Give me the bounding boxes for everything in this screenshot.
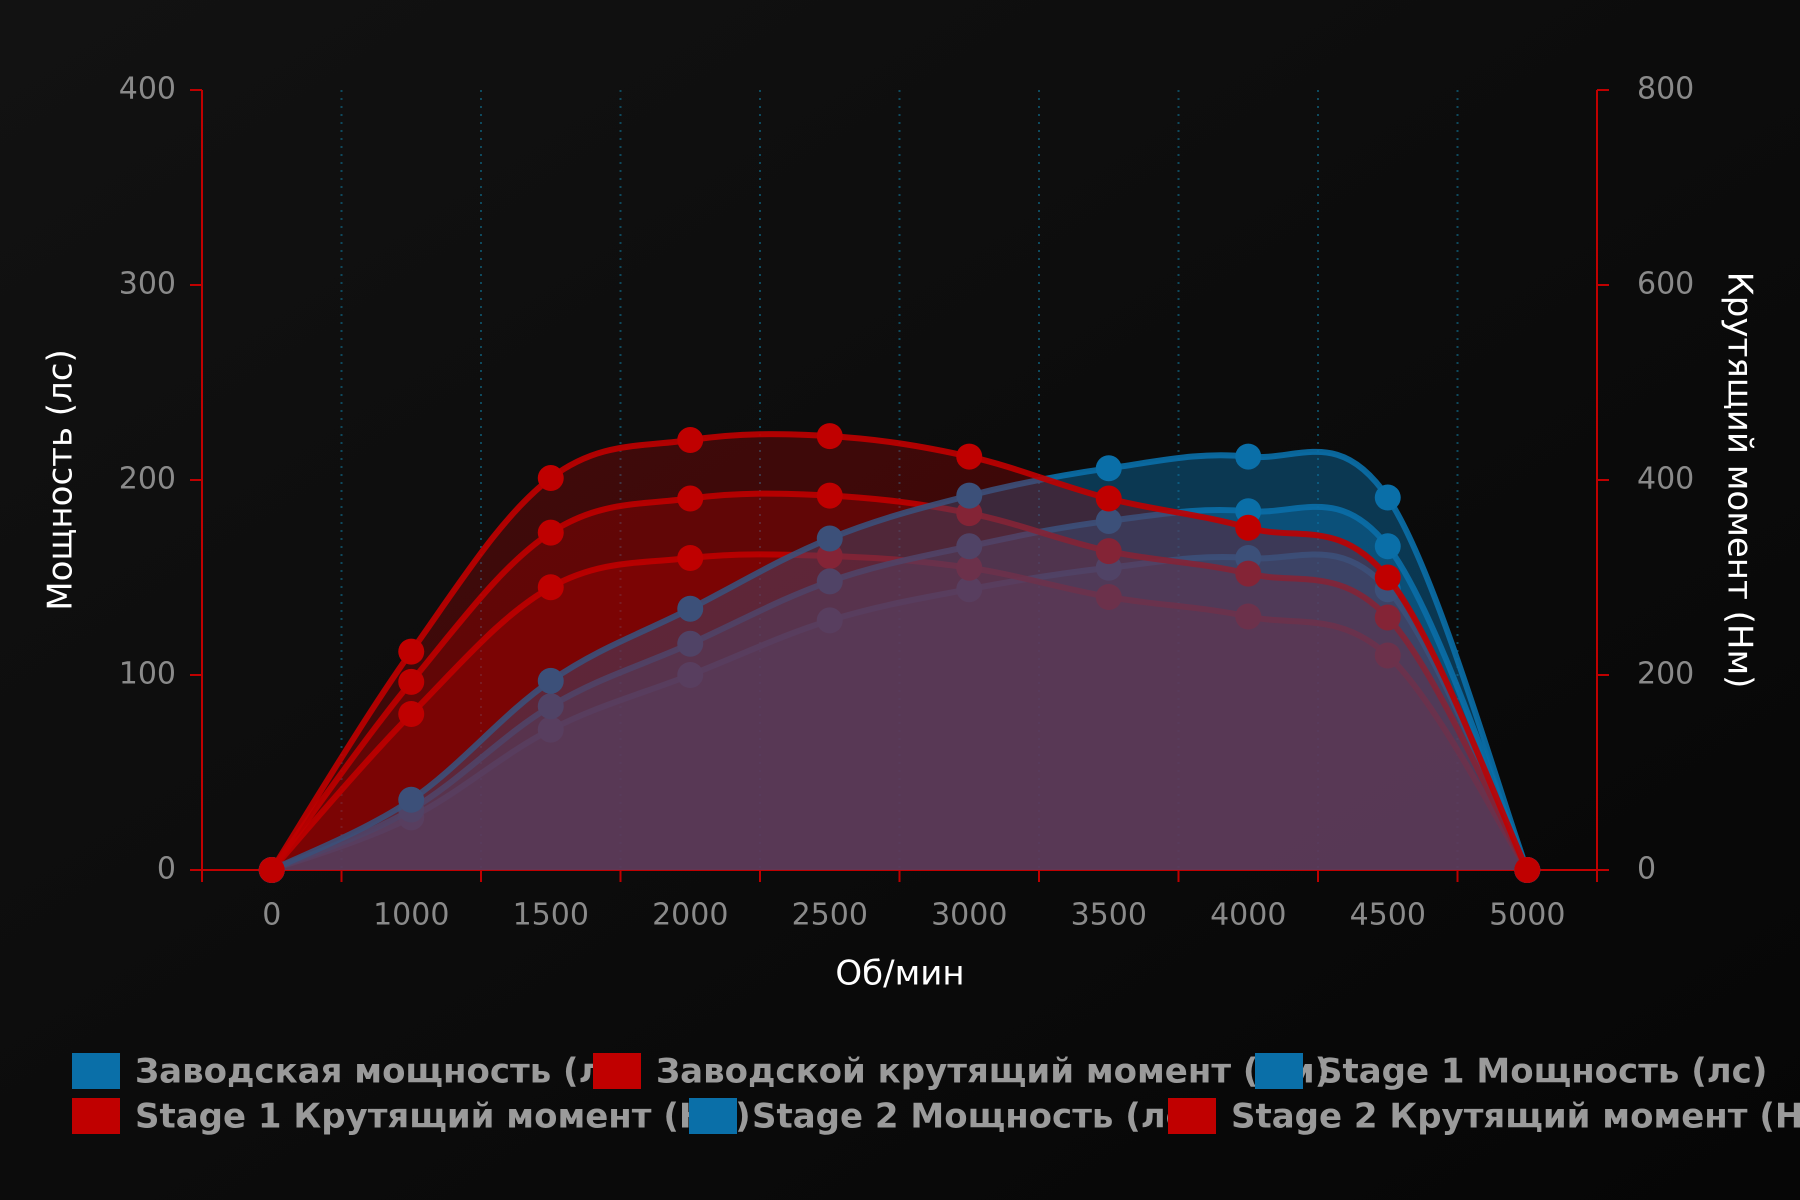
y-tick-label: 400 bbox=[119, 72, 176, 107]
point bbox=[1095, 485, 1122, 512]
y2-tick-label: 200 bbox=[1637, 657, 1694, 692]
point bbox=[537, 519, 564, 546]
legend-swatch bbox=[1255, 1053, 1303, 1089]
x-tick-label: 3000 bbox=[931, 898, 1007, 933]
x-tick-label: 2000 bbox=[652, 898, 728, 933]
point bbox=[1374, 642, 1401, 669]
point bbox=[398, 638, 425, 665]
point bbox=[677, 630, 704, 657]
point bbox=[677, 545, 704, 571]
y2-tick-label: 400 bbox=[1637, 462, 1694, 497]
x-tick-label: 2500 bbox=[792, 898, 868, 933]
legend-swatch bbox=[593, 1053, 641, 1089]
point bbox=[956, 443, 983, 470]
y-tick-label: 300 bbox=[119, 267, 176, 302]
y2-tick-label: 600 bbox=[1637, 267, 1694, 302]
point bbox=[816, 423, 843, 450]
x-axis-title: Об/мин bbox=[835, 954, 964, 994]
legend-label: Stage 1 Мощность (лс) bbox=[1318, 1052, 1767, 1092]
point bbox=[537, 716, 564, 743]
line bbox=[269, 431, 1530, 872]
x-tick-label: 1000 bbox=[373, 898, 449, 933]
point bbox=[677, 595, 704, 622]
point bbox=[537, 574, 564, 601]
point bbox=[537, 667, 564, 694]
area bbox=[271, 451, 1528, 870]
legend-label: Stage 2 Крутящий момент (Нм) bbox=[1231, 1097, 1800, 1137]
y-tick-label: 0 bbox=[157, 852, 176, 887]
point bbox=[537, 465, 564, 492]
point bbox=[1374, 564, 1401, 591]
point bbox=[1235, 443, 1262, 470]
point bbox=[398, 786, 425, 813]
y-axis-title: Мощность (лс) bbox=[41, 349, 81, 611]
point bbox=[258, 857, 285, 883]
legend-swatch bbox=[72, 1053, 120, 1089]
point bbox=[1374, 604, 1401, 631]
legend-swatch bbox=[689, 1098, 737, 1134]
x-tick-label: 3500 bbox=[1071, 898, 1147, 933]
line bbox=[270, 551, 1530, 873]
area bbox=[271, 493, 1528, 870]
point bbox=[816, 568, 843, 595]
point bbox=[677, 485, 704, 512]
point bbox=[956, 554, 983, 581]
area bbox=[271, 554, 1528, 870]
point bbox=[398, 701, 425, 727]
legend-swatch bbox=[1168, 1098, 1216, 1134]
legend-swatch bbox=[72, 1098, 120, 1134]
point bbox=[816, 525, 843, 552]
point bbox=[1235, 603, 1262, 630]
y-tick-label: 200 bbox=[119, 462, 176, 497]
x-tick-label: 4500 bbox=[1350, 898, 1426, 933]
point bbox=[816, 607, 843, 634]
legend-label: Заводской крутящий момент (Нм) bbox=[656, 1052, 1330, 1092]
y2-tick-label: 800 bbox=[1637, 72, 1694, 107]
point bbox=[956, 533, 983, 560]
legend-label: Stage 2 Мощность (лс) bbox=[752, 1097, 1201, 1137]
point bbox=[956, 576, 983, 603]
point bbox=[1514, 857, 1541, 883]
y2-tick-label: 0 bbox=[1637, 852, 1656, 887]
legend-label: Stage 1 Крутящий момент (Нм) bbox=[135, 1097, 751, 1137]
point bbox=[956, 482, 983, 509]
line bbox=[269, 490, 1530, 872]
x-tick-label: 4000 bbox=[1210, 898, 1286, 933]
x-tick-label: 5000 bbox=[1489, 898, 1565, 933]
point bbox=[1374, 484, 1401, 511]
area bbox=[271, 554, 1528, 870]
point bbox=[1095, 584, 1122, 610]
point bbox=[1095, 455, 1122, 482]
area bbox=[271, 506, 1528, 870]
point bbox=[816, 482, 843, 509]
point bbox=[537, 693, 564, 720]
legend-label: Заводская мощность (лс) bbox=[135, 1052, 639, 1092]
point bbox=[1235, 560, 1262, 587]
point bbox=[677, 427, 704, 454]
point bbox=[398, 668, 425, 695]
point bbox=[1095, 538, 1122, 565]
point bbox=[1374, 533, 1401, 560]
x-tick-label: 1500 bbox=[513, 898, 589, 933]
point bbox=[1095, 507, 1122, 534]
area bbox=[271, 434, 1528, 870]
y-tick-label: 100 bbox=[119, 657, 176, 692]
point bbox=[1235, 514, 1262, 541]
y2-axis-title: Крутящий момент (Нм) bbox=[1720, 272, 1760, 689]
x-tick-label: 0 bbox=[262, 898, 281, 933]
line bbox=[270, 503, 1531, 873]
point bbox=[677, 662, 704, 688]
